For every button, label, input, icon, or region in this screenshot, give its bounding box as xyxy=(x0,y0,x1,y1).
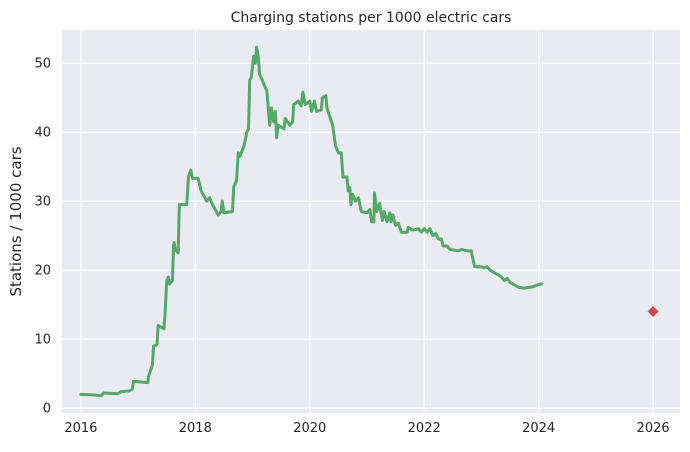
x-tick-label: 2016 xyxy=(64,421,97,436)
series-line xyxy=(79,45,544,398)
y-axis-label: Stations / 1000 cars xyxy=(7,146,25,296)
x-tick-label: 2024 xyxy=(522,421,555,436)
diamond-marker xyxy=(647,306,659,318)
marker-layer xyxy=(647,306,659,318)
x-tick-label: 2018 xyxy=(179,421,212,436)
grid-lines xyxy=(62,30,680,413)
y-axis-ticks: 0 10 20 30 40 50 xyxy=(34,57,51,417)
x-tick-label: 2020 xyxy=(293,421,326,436)
x-axis-ticks: 2016 2018 2020 2022 2024 2026 xyxy=(64,421,669,436)
y-tick-label: 0 xyxy=(43,402,51,417)
x-tick-label: 2022 xyxy=(408,421,441,436)
chart-title: Charging stations per 1000 electric cars xyxy=(231,10,512,26)
y-tick-label: 30 xyxy=(34,195,51,210)
y-tick-label: 50 xyxy=(34,57,51,72)
series-layer xyxy=(79,45,544,398)
y-tick-label: 20 xyxy=(34,264,51,279)
y-tick-label: 10 xyxy=(34,333,51,348)
x-tick-label: 2026 xyxy=(637,421,670,436)
y-tick-label: 40 xyxy=(34,126,51,141)
